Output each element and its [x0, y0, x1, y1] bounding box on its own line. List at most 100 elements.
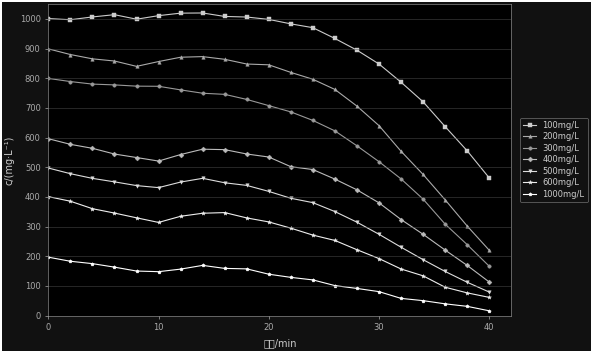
500mg/L — [464, 280, 471, 284]
500mg/L — [45, 166, 52, 170]
400mg/L — [442, 248, 449, 252]
600mg/L — [397, 267, 404, 271]
1000mg/L — [397, 296, 404, 301]
200mg/L — [485, 248, 493, 252]
Legend: 100mg/L, 200mg/L, 300mg/L, 400mg/L, 500mg/L, 600mg/L, 1000mg/L: 100mg/L, 200mg/L, 300mg/L, 400mg/L, 500m… — [520, 118, 588, 202]
500mg/L — [485, 290, 493, 294]
300mg/L — [133, 84, 140, 88]
100mg/L — [155, 13, 162, 18]
400mg/L — [287, 165, 294, 169]
500mg/L — [442, 269, 449, 274]
500mg/L — [375, 232, 382, 237]
400mg/L — [221, 147, 229, 152]
300mg/L — [332, 129, 339, 133]
100mg/L — [332, 36, 339, 40]
200mg/L — [442, 198, 449, 202]
300mg/L — [265, 103, 272, 108]
600mg/L — [287, 226, 294, 230]
1000mg/L — [287, 275, 294, 279]
1000mg/L — [309, 278, 316, 282]
500mg/L — [353, 220, 361, 224]
1000mg/L — [485, 309, 493, 313]
400mg/L — [67, 142, 74, 146]
400mg/L — [420, 232, 427, 237]
600mg/L — [199, 211, 206, 215]
400mg/L — [177, 152, 184, 157]
200mg/L — [45, 47, 52, 51]
500mg/L — [177, 180, 184, 184]
600mg/L — [155, 220, 162, 225]
200mg/L — [89, 57, 96, 61]
1000mg/L — [265, 272, 272, 276]
500mg/L — [397, 245, 404, 249]
400mg/L — [464, 263, 471, 268]
500mg/L — [332, 209, 339, 214]
Line: 500mg/L: 500mg/L — [47, 166, 491, 294]
200mg/L — [133, 64, 140, 69]
300mg/L — [464, 243, 471, 247]
400mg/L — [375, 201, 382, 205]
Y-axis label: c/(mg·L⁻¹): c/(mg·L⁻¹) — [4, 135, 14, 184]
200mg/L — [199, 55, 206, 59]
400mg/L — [199, 147, 206, 151]
600mg/L — [67, 199, 74, 203]
300mg/L — [375, 159, 382, 164]
1000mg/L — [442, 302, 449, 306]
400mg/L — [397, 218, 404, 222]
600mg/L — [177, 214, 184, 218]
100mg/L — [67, 18, 74, 22]
Line: 200mg/L: 200mg/L — [47, 47, 491, 252]
100mg/L — [309, 26, 316, 30]
1000mg/L — [221, 266, 229, 271]
500mg/L — [287, 196, 294, 200]
1000mg/L — [332, 283, 339, 288]
100mg/L — [397, 80, 404, 84]
200mg/L — [287, 70, 294, 75]
500mg/L — [265, 189, 272, 194]
100mg/L — [133, 17, 140, 21]
400mg/L — [111, 152, 118, 156]
600mg/L — [375, 257, 382, 261]
600mg/L — [221, 210, 229, 215]
500mg/L — [111, 180, 118, 184]
600mg/L — [45, 195, 52, 199]
1000mg/L — [45, 255, 52, 259]
300mg/L — [177, 88, 184, 92]
Line: 100mg/L: 100mg/L — [47, 11, 491, 180]
100mg/L — [111, 13, 118, 17]
500mg/L — [420, 258, 427, 262]
100mg/L — [199, 11, 206, 15]
100mg/L — [221, 14, 229, 19]
Line: 300mg/L: 300mg/L — [47, 77, 491, 268]
300mg/L — [353, 144, 361, 148]
400mg/L — [265, 155, 272, 159]
300mg/L — [397, 177, 404, 181]
400mg/L — [332, 177, 339, 181]
100mg/L — [442, 125, 449, 129]
300mg/L — [243, 97, 250, 101]
100mg/L — [375, 62, 382, 66]
1000mg/L — [67, 259, 74, 263]
1000mg/L — [464, 304, 471, 308]
1000mg/L — [133, 269, 140, 273]
100mg/L — [177, 11, 184, 15]
200mg/L — [67, 52, 74, 57]
500mg/L — [67, 171, 74, 176]
600mg/L — [464, 291, 471, 295]
300mg/L — [309, 118, 316, 122]
300mg/L — [485, 264, 493, 268]
200mg/L — [397, 149, 404, 153]
200mg/L — [353, 104, 361, 108]
200mg/L — [375, 124, 382, 128]
200mg/L — [177, 55, 184, 59]
400mg/L — [133, 156, 140, 160]
1000mg/L — [243, 267, 250, 271]
300mg/L — [67, 80, 74, 84]
400mg/L — [485, 280, 493, 284]
300mg/L — [199, 91, 206, 95]
300mg/L — [442, 222, 449, 226]
300mg/L — [221, 92, 229, 96]
600mg/L — [89, 207, 96, 211]
500mg/L — [155, 186, 162, 190]
600mg/L — [111, 211, 118, 215]
